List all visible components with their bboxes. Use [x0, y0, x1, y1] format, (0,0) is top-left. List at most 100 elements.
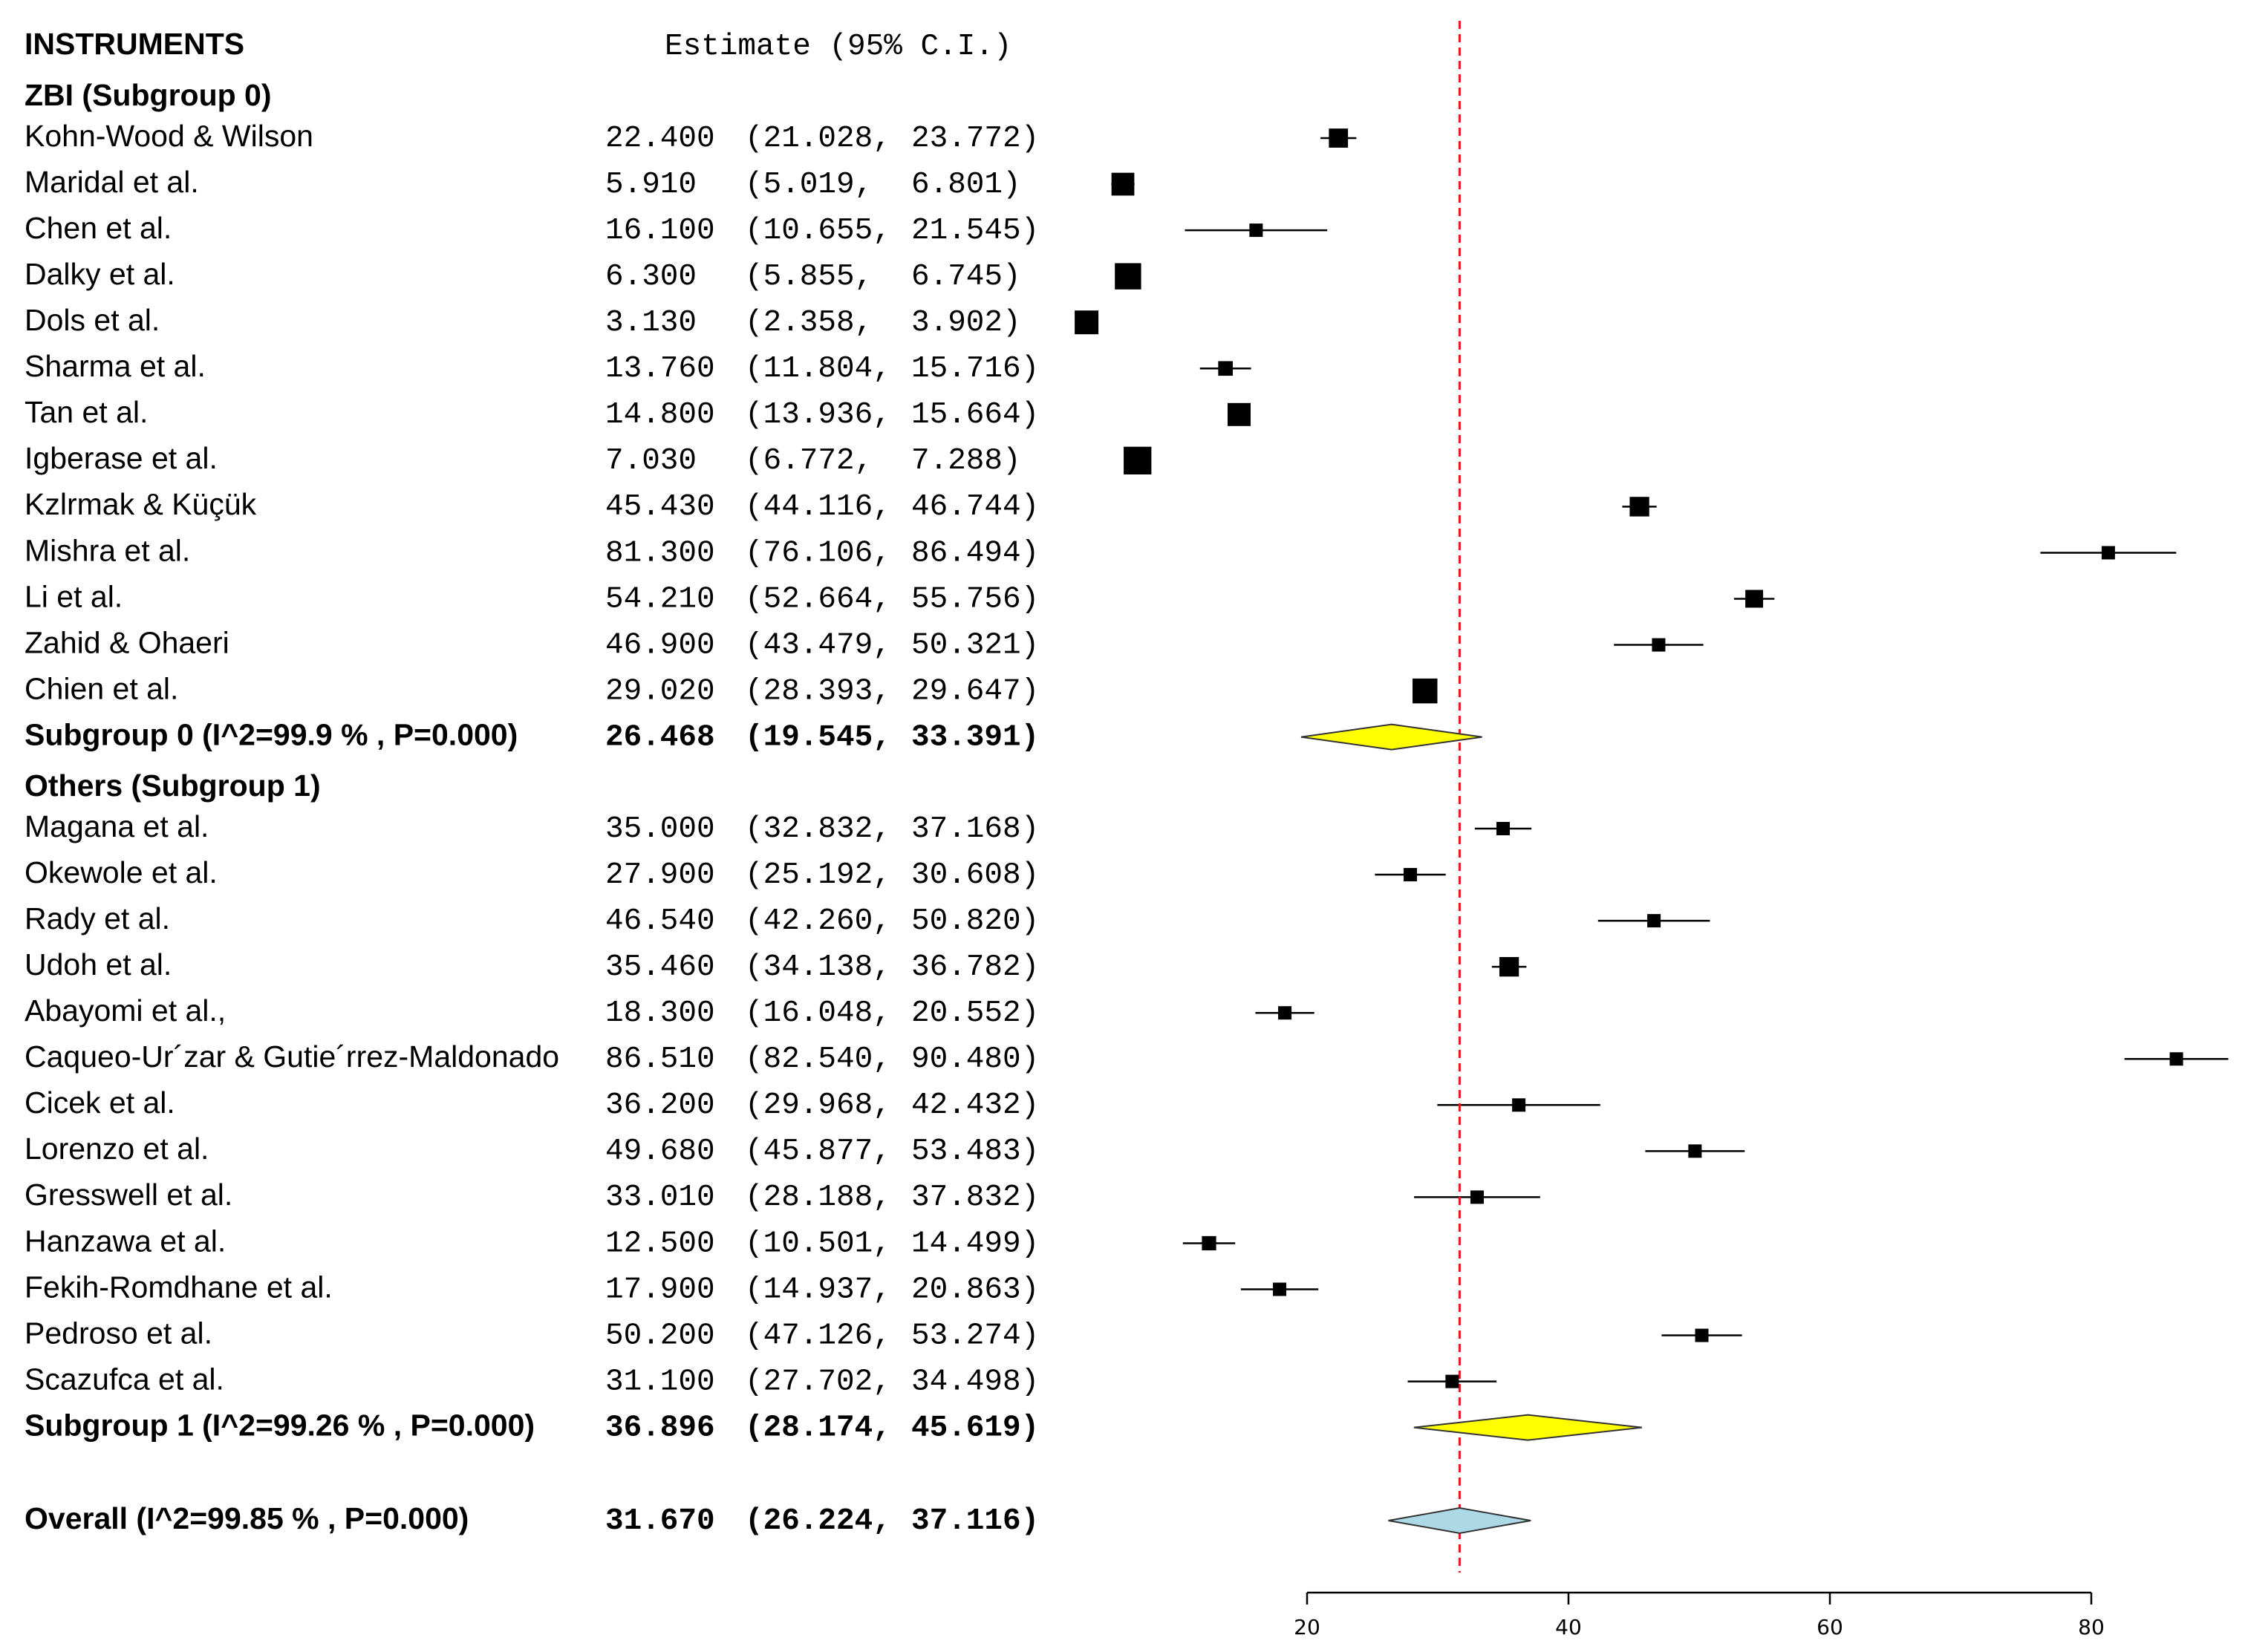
- study-label: Udoh et al.: [25, 947, 172, 982]
- study-ci-lower: (10.655,: [745, 214, 891, 248]
- study-label: Magana et al.: [25, 809, 209, 843]
- study-estimate: 33.010: [605, 1181, 715, 1215]
- study-ci-lower: (52.664,: [745, 582, 891, 616]
- study-estimate: 14.800: [605, 398, 715, 432]
- study-ci-lower: (28.393,: [745, 674, 891, 708]
- study-ci-upper: 7.288): [911, 444, 1021, 478]
- study-ci-lower: (47.126,: [745, 1319, 891, 1353]
- point-estimate-marker: [1413, 678, 1438, 704]
- study-estimate: 35.000: [605, 812, 715, 846]
- point-estimate-marker: [1202, 1235, 1216, 1251]
- point-estimate-marker: [1499, 957, 1519, 977]
- subgroup-0-summary-ci-upper: 33.391): [911, 720, 1039, 754]
- study-estimate: 50.200: [605, 1319, 715, 1353]
- study-ci-lower: (82.540,: [745, 1042, 891, 1077]
- study-ci-upper: 20.863): [911, 1273, 1039, 1307]
- study-ci-upper: 14.499): [911, 1227, 1039, 1261]
- point-estimate-marker: [1629, 497, 1649, 517]
- overall-summary-estimate: 31.670: [605, 1504, 715, 1538]
- study-estimate: 27.900: [605, 858, 715, 892]
- subgroup-1-summary-label: Subgroup 1 (I^2=99.26 % , P=0.000): [25, 1408, 535, 1442]
- point-estimate-marker: [1445, 1374, 1459, 1388]
- study-label: Tan et al.: [25, 395, 148, 429]
- point-estimate-marker: [1695, 1328, 1709, 1342]
- study-ci-lower: (34.138,: [745, 950, 891, 985]
- subgroup-1-summary-ci-lower: (28.174,: [745, 1411, 891, 1445]
- study-ci-upper: 23.772): [911, 122, 1039, 156]
- study-ci-lower: (28.188,: [745, 1181, 891, 1215]
- subgroup-0-title: ZBI (Subgroup 0): [25, 78, 272, 112]
- point-estimate-marker: [1111, 172, 1135, 196]
- point-estimate-marker: [1273, 1282, 1287, 1296]
- study-ci-upper: 46.744): [911, 490, 1039, 524]
- study-ci-lower: (14.937,: [745, 1273, 891, 1307]
- point-estimate-marker: [1115, 263, 1141, 290]
- study-ci-lower: (2.358,: [745, 306, 873, 340]
- study-ci-upper: 3.902): [911, 306, 1021, 340]
- study-ci-upper: 15.716): [911, 352, 1039, 386]
- study-ci-lower: (45.877,: [745, 1134, 891, 1169]
- point-estimate-marker: [1470, 1190, 1484, 1204]
- study-ci-lower: (11.804,: [745, 352, 891, 386]
- study-label: Gresswell et al.: [25, 1178, 232, 1212]
- point-estimate-marker: [1227, 402, 1251, 426]
- subgroup-0-summary-ci-lower: (19.545,: [745, 720, 891, 754]
- study-ci-upper: 50.820): [911, 904, 1039, 938]
- study-label: Hanzawa et al.: [25, 1224, 226, 1258]
- study-ci-lower: (5.019,: [745, 168, 873, 202]
- study-estimate: 18.300: [605, 996, 715, 1031]
- point-estimate-marker: [1329, 128, 1349, 148]
- subgroup-0-summary-diamond: [1300, 723, 1482, 751]
- study-label: Kzlrmak & Küçük: [25, 487, 257, 521]
- study-label: Abayomi et al.,: [25, 993, 226, 1028]
- study-ci-upper: 21.545): [911, 214, 1039, 248]
- x-tick-label: 80: [2078, 1615, 2105, 1639]
- x-tick-label: 40: [1555, 1615, 1582, 1639]
- study-ci-lower: (10.501,: [745, 1227, 891, 1261]
- study-ci-lower: (44.116,: [745, 490, 891, 524]
- study-ci-upper: 37.832): [911, 1181, 1039, 1215]
- instruments-header: INSTRUMENTS: [25, 27, 244, 61]
- study-label: Mishra et al.: [25, 533, 190, 567]
- point-estimate-marker: [1647, 914, 1661, 928]
- study-estimate: 31.100: [605, 1365, 715, 1399]
- subgroup-1-title: Others (Subgroup 1): [25, 768, 321, 803]
- subgroup-0-summary-label: Subgroup 0 (I^2=99.9 % , P=0.000): [25, 717, 518, 751]
- study-label: Sharma et al.: [25, 349, 206, 383]
- study-estimate: 17.900: [605, 1273, 715, 1307]
- study-label: Dols et al.: [25, 303, 160, 337]
- subgroup-0-summary-estimate: 26.468: [605, 720, 715, 754]
- point-estimate-marker: [1218, 361, 1234, 376]
- study-ci-upper: 6.745): [911, 260, 1021, 294]
- study-estimate: 54.210: [605, 582, 715, 616]
- study-ci-lower: (76.106,: [745, 536, 891, 570]
- study-estimate: 3.130: [605, 306, 697, 340]
- study-estimate: 13.760: [605, 352, 715, 386]
- study-estimate: 45.430: [605, 490, 715, 524]
- study-label: Scazufca et al.: [25, 1362, 224, 1396]
- study-label: Igberase et al.: [25, 441, 218, 475]
- overall-summary-ci-lower: (26.224,: [745, 1504, 891, 1538]
- study-ci-upper: 53.483): [911, 1134, 1039, 1169]
- subgroup-1-summary-estimate: 36.896: [605, 1411, 715, 1445]
- study-estimate: 7.030: [605, 444, 697, 478]
- overall-summary-ci-upper: 37.116): [911, 1504, 1039, 1538]
- study-ci-upper: 90.480): [911, 1042, 1039, 1077]
- study-estimate: 49.680: [605, 1134, 715, 1169]
- study-ci-upper: 37.168): [911, 812, 1039, 846]
- study-ci-lower: (6.772,: [745, 444, 873, 478]
- overall-summary-label: Overall (I^2=99.85 % , P=0.000): [25, 1501, 469, 1535]
- study-ci-lower: (5.855,: [745, 260, 873, 294]
- study-label: Chien et al.: [25, 671, 178, 705]
- study-ci-lower: (29.968,: [745, 1088, 891, 1123]
- x-tick-label: 20: [1294, 1615, 1320, 1639]
- point-estimate-marker: [1652, 638, 1666, 652]
- study-ci-upper: 34.498): [911, 1365, 1039, 1399]
- point-estimate-marker: [2169, 1052, 2183, 1066]
- study-ci-lower: (27.702,: [745, 1365, 891, 1399]
- study-ci-lower: (13.936,: [745, 398, 891, 432]
- x-tick-label: 60: [1817, 1615, 1843, 1639]
- study-ci-upper: 42.432): [911, 1088, 1039, 1123]
- point-estimate-marker: [1075, 310, 1099, 335]
